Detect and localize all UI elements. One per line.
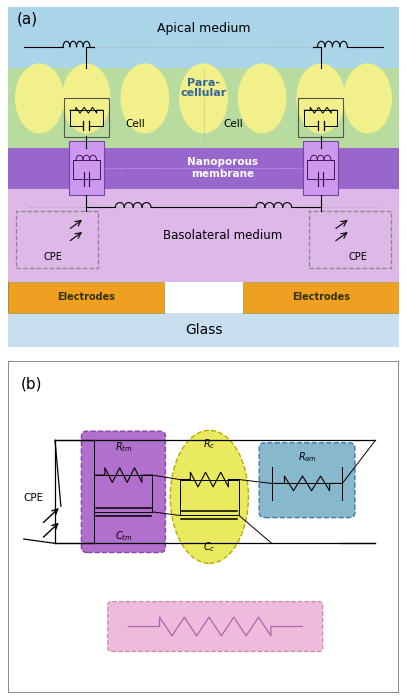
Bar <box>8 68 399 148</box>
Text: $R_{tm}$: $R_{tm}$ <box>115 440 132 454</box>
Text: Nanoporous
membrane: Nanoporous membrane <box>188 158 258 179</box>
Bar <box>303 141 338 195</box>
Text: Para-
cellular: Para- cellular <box>180 78 227 99</box>
Ellipse shape <box>170 430 248 564</box>
Ellipse shape <box>296 63 345 134</box>
Text: Basolateral medium: Basolateral medium <box>164 229 282 241</box>
Text: (b): (b) <box>21 377 42 391</box>
Text: Electrodes: Electrodes <box>292 293 350 302</box>
Text: (a): (a) <box>17 11 38 27</box>
FancyBboxPatch shape <box>259 443 355 517</box>
Text: $R_c$: $R_c$ <box>203 437 216 451</box>
Text: Apical medium: Apical medium <box>157 22 250 35</box>
Ellipse shape <box>15 63 64 134</box>
Ellipse shape <box>120 63 169 134</box>
Bar <box>309 211 391 268</box>
Bar <box>243 282 399 312</box>
Text: $C_c$: $C_c$ <box>203 540 216 554</box>
Ellipse shape <box>343 63 392 134</box>
Text: Glass: Glass <box>185 323 222 337</box>
Text: Cell: Cell <box>125 119 145 129</box>
FancyBboxPatch shape <box>108 601 323 652</box>
Text: CPE: CPE <box>44 252 62 262</box>
Text: Cell: Cell <box>223 119 243 129</box>
Text: CPE: CPE <box>24 494 44 503</box>
Text: Electrodes: Electrodes <box>57 293 115 302</box>
Bar <box>8 282 164 312</box>
Bar <box>8 148 399 188</box>
Text: CPE: CPE <box>348 252 367 262</box>
Ellipse shape <box>179 63 228 134</box>
FancyBboxPatch shape <box>81 431 165 552</box>
Bar <box>69 141 104 195</box>
Ellipse shape <box>62 63 111 134</box>
Bar <box>8 312 399 346</box>
Ellipse shape <box>238 63 287 134</box>
Bar <box>16 211 98 268</box>
Text: $R_{am}$: $R_{am}$ <box>298 450 317 464</box>
Text: $C_{tm}$: $C_{tm}$ <box>115 529 132 543</box>
Bar <box>8 188 399 282</box>
Bar <box>8 7 399 68</box>
